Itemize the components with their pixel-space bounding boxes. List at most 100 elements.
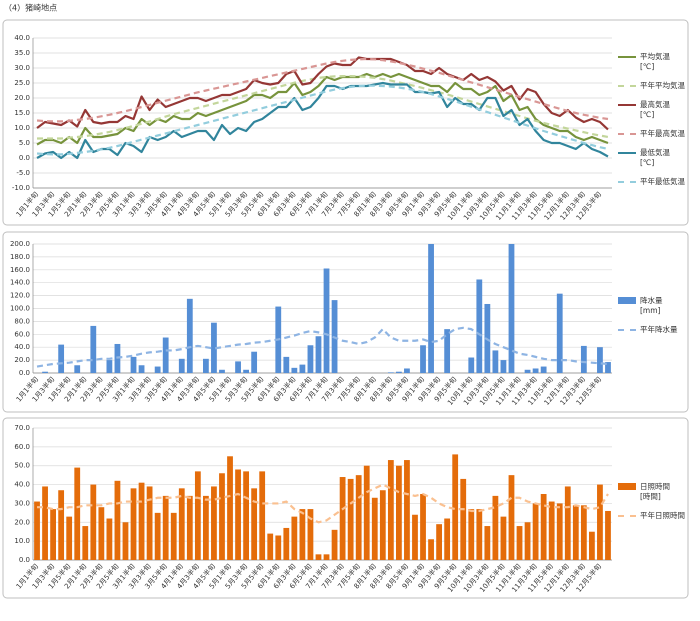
legend-item: 平年平均気温 (618, 81, 685, 91)
bar (355, 475, 362, 560)
bar (146, 486, 153, 560)
data-line (36, 72, 609, 146)
bar (339, 477, 346, 560)
bar (106, 360, 113, 373)
bar (227, 456, 233, 560)
bar (259, 471, 266, 560)
bar (363, 465, 370, 560)
bar (235, 469, 241, 560)
legend: 降水量 [mm] 平年降水量 (618, 296, 678, 344)
legend-item: 最低気温 [℃] (618, 148, 685, 168)
legend: 日照時間 [時間] 平年日照時間 (618, 482, 685, 530)
y-tick-label: 40.0 (14, 34, 30, 42)
bar (283, 356, 290, 373)
bar (130, 488, 137, 560)
bar (379, 490, 386, 560)
bar (404, 368, 410, 373)
y-tick-label: 5.0 (19, 139, 30, 147)
bar (82, 526, 89, 560)
bar (468, 357, 475, 373)
y-tick-label: 0.0 (19, 369, 30, 377)
chart-frame (2, 231, 689, 413)
bar (219, 473, 225, 560)
y-tick-label: 30.0 (14, 64, 30, 72)
bar (58, 344, 65, 373)
bar (540, 366, 547, 373)
legend-item: 日照時間 [時間] (618, 482, 685, 502)
bar (90, 484, 97, 560)
legend-swatch (618, 297, 636, 304)
bar (572, 505, 579, 560)
bar (468, 509, 475, 560)
bar (428, 244, 434, 373)
y-tick-label: 30.0 (14, 499, 30, 507)
legend-item: 平年最低気温 (618, 177, 685, 187)
legend: 平均気温 [℃] 平年平均気温最高気温 [℃] 平年最高気温最低気温 [℃] 平年最低… (618, 52, 685, 196)
bar (58, 490, 65, 560)
y-tick-label: 70.0 (14, 424, 30, 432)
bar (387, 372, 394, 373)
y-tick-label: -5.0 (16, 169, 30, 177)
bar (154, 366, 161, 373)
legend-item: 最高気温 [℃] (618, 100, 685, 120)
bar (178, 358, 185, 373)
bar (299, 364, 306, 373)
bar (243, 369, 249, 373)
bar (315, 554, 322, 560)
bar (34, 501, 40, 560)
bar (524, 369, 531, 373)
normal-line (36, 57, 609, 123)
y-tick-label: 0.0 (19, 556, 30, 564)
legend-item: 平年日照時間 (618, 511, 685, 521)
bar (138, 365, 145, 373)
bar (460, 478, 467, 560)
legend-label: 最高気温 [℃] (640, 100, 670, 119)
y-tick-label: 15.0 (14, 109, 30, 117)
bar (291, 367, 298, 373)
y-tick-label: 140.0 (10, 279, 30, 287)
y-tick-label: 20.0 (14, 94, 30, 102)
legend-label: 平年降水量 (640, 325, 678, 334)
bar (194, 471, 201, 560)
y-tick-label: 10.0 (14, 124, 30, 132)
page-title: （4）猪崎地点 (4, 3, 57, 13)
bar (516, 526, 523, 560)
y-tick-label: 100.0 (10, 305, 30, 313)
bar (492, 350, 499, 373)
y-tick-label: 60.0 (14, 330, 30, 338)
legend-item: 平均気温 [℃] (618, 52, 685, 72)
bar (315, 336, 322, 373)
legend-swatch (618, 483, 636, 490)
bar (508, 475, 515, 560)
bar (267, 533, 274, 560)
legend-item: 降水量 [mm] (618, 296, 678, 316)
legend-label: 平年平均気温 (640, 81, 685, 90)
y-tick-label: 160.0 (10, 266, 30, 274)
legend-swatch (618, 133, 636, 135)
bar (42, 486, 48, 560)
bar (106, 518, 113, 560)
chart-frame (2, 417, 689, 599)
legend-swatch (618, 56, 636, 58)
y-tick-label: 40.0 (14, 343, 30, 351)
bar (162, 337, 169, 373)
bar (211, 322, 217, 373)
y-tick-label: 60.0 (14, 443, 30, 451)
y-tick-label: 120.0 (10, 292, 30, 300)
bar (299, 509, 306, 560)
bar (203, 358, 209, 373)
legend-label: 平年最高気温 (640, 129, 685, 138)
legend-label: 平年最低気温 (640, 177, 685, 186)
bar (597, 484, 603, 560)
bar (589, 531, 595, 560)
bar (307, 345, 314, 373)
normal-line (37, 75, 609, 140)
legend-label: 降水量 [mm] (640, 296, 663, 315)
legend-item: 平年最高気温 (618, 129, 685, 139)
bar (74, 467, 81, 560)
bar (396, 465, 402, 560)
bar (420, 494, 426, 560)
bar (404, 460, 410, 560)
